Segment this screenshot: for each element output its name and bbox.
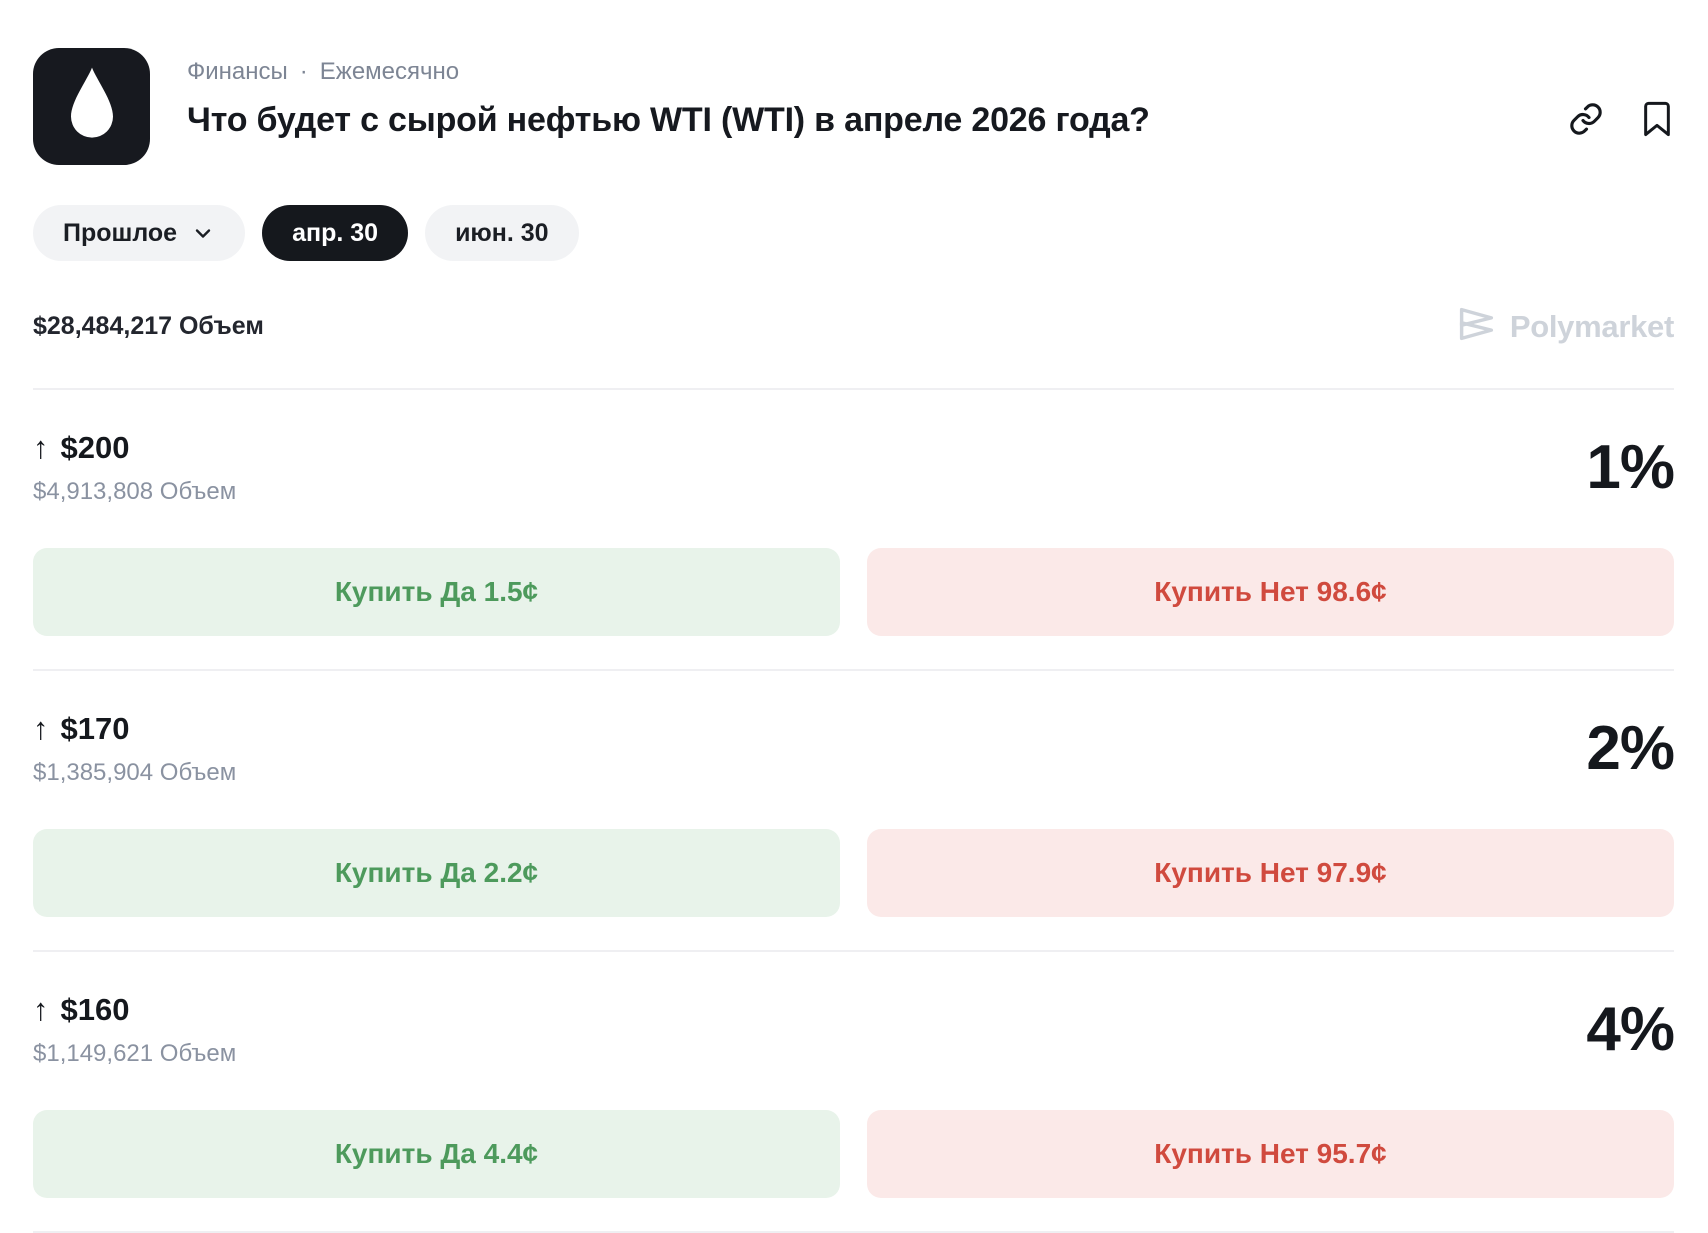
outcome-info: ↑ $170 $1,385,904 Объем: [33, 711, 236, 787]
breadcrumb-separator: ·: [299, 58, 308, 85]
buy-no-button[interactable]: Купить Нет 97.9¢: [867, 829, 1674, 917]
outcome-head: ↑ $200 $4,913,808 Объем 1%: [33, 430, 1675, 506]
outcome-buttons: Купить Да 1.5¢ Купить Нет 98.6¢: [33, 548, 1674, 636]
outcome-name: ↑ $170: [33, 711, 236, 747]
outcome-info: ↑ $160 $1,149,621 Объем: [33, 992, 236, 1068]
market-avatar: [33, 48, 150, 165]
outcome-row-200: ↑ $200 $4,913,808 Объем 1% Купить Да 1.5…: [33, 390, 1675, 671]
copy-link-button[interactable]: [1568, 100, 1604, 138]
buy-yes-button[interactable]: Купить Да 4.4¢: [33, 1110, 840, 1198]
breadcrumb-category[interactable]: Финансы: [187, 58, 288, 85]
filter-bar: Прошлое апр. 30 июн. 30: [33, 205, 1674, 261]
brand-name: Polymarket: [1509, 308, 1674, 344]
breadcrumb: Финансы · Ежемесячно: [187, 58, 1150, 86]
outcome-strike: $160: [60, 992, 130, 1027]
outcome-name: ↑ $200: [33, 430, 236, 466]
divider: [33, 950, 1674, 952]
outcome-probability: 1%: [1586, 433, 1675, 502]
past-dropdown[interactable]: Прошлое: [33, 205, 246, 261]
outcome-volume: $1,149,621 Объем: [33, 1040, 237, 1067]
outcome-info: ↑ $200 $4,913,808 Объем: [33, 430, 236, 506]
arrow-up-icon: ↑: [33, 430, 49, 465]
header-actions: [1568, 48, 1674, 138]
header-text: Финансы · Ежемесячно Что будет с сырой н…: [187, 48, 1150, 140]
buy-no-button[interactable]: Купить Нет 98.6¢: [867, 548, 1674, 636]
arrow-up-icon: ↑: [33, 711, 49, 746]
polymarket-logo: [1453, 301, 1499, 352]
outcome-buttons: Купить Да 4.4¢ Купить Нет 95.7¢: [33, 1110, 1674, 1198]
outcome-name: ↑ $160: [33, 992, 236, 1028]
outcome-head: ↑ $170 $1,385,904 Объем 2%: [33, 711, 1675, 787]
divider: [33, 669, 1674, 671]
outcome-row-170: ↑ $170 $1,385,904 Объем 2% Купить Да 2.2…: [33, 671, 1675, 952]
tab-date-apr-30[interactable]: апр. 30: [262, 205, 409, 261]
tab-date-jun-30[interactable]: июн. 30: [425, 205, 579, 261]
buy-no-button[interactable]: Купить Нет 95.7¢: [867, 1110, 1674, 1198]
outcome-head: ↑ $160 $1,149,621 Объем 4%: [33, 992, 1675, 1068]
summary-row: $28,484,217 Объем Polymarket: [33, 301, 1674, 352]
outcome-volume: $1,385,904 Объем: [33, 759, 237, 786]
outcome-strike: $170: [60, 711, 130, 746]
oil-drop-icon: [57, 62, 127, 151]
market-header: Финансы · Ежемесячно Что будет с сырой н…: [33, 48, 1674, 165]
tab-date-label: апр. 30: [292, 218, 379, 247]
buy-yes-button[interactable]: Купить Да 1.5¢: [33, 548, 840, 636]
breadcrumb-frequency[interactable]: Ежемесячно: [319, 58, 460, 85]
bookmark-icon: [1640, 100, 1674, 138]
page-title: Что будет с сырой нефтью WTI (WTI) в апр…: [187, 101, 1150, 139]
tab-date-label: июн. 30: [455, 218, 549, 247]
divider: [33, 388, 1674, 390]
outcome-probability: 4%: [1586, 995, 1675, 1064]
total-volume: $28,484,217 Объем: [33, 312, 264, 340]
chevron-down-icon: [191, 221, 215, 245]
link-icon: [1568, 101, 1604, 137]
outcome-strike: $200: [60, 430, 130, 465]
buy-yes-button[interactable]: Купить Да 2.2¢: [33, 829, 840, 917]
arrow-up-icon: ↑: [33, 992, 49, 1027]
bookmark-button[interactable]: [1640, 100, 1674, 138]
polymarket-brand: Polymarket: [1453, 301, 1674, 352]
outcome-row-160: ↑ $160 $1,149,621 Объем 4% Купить Да 4.4…: [33, 952, 1675, 1233]
outcome-buttons: Купить Да 2.2¢ Купить Нет 97.9¢: [33, 829, 1674, 917]
outcome-probability: 2%: [1586, 714, 1675, 783]
past-dropdown-label: Прошлое: [63, 218, 178, 247]
outcome-volume: $4,913,808 Объем: [33, 478, 237, 505]
